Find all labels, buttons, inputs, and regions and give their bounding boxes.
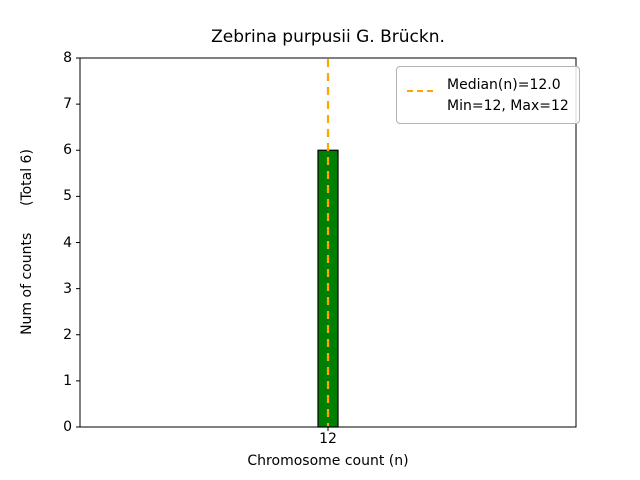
x-tick-label: 12 [319, 431, 337, 447]
y-tick-label: 2 [63, 326, 72, 343]
median-dashed-line-swatch [407, 82, 437, 92]
chart-title: Zebrina purpusii G. Brückn. [211, 27, 445, 47]
legend-entry-minmax: Min=12, Max=12 [407, 95, 569, 116]
legend-median-label: Median(n)=12.0 [447, 76, 561, 93]
y-tick-label: 3 [63, 280, 72, 297]
y-tick-label: 6 [63, 142, 72, 159]
x-axis-label: Chromosome count (n) [247, 453, 409, 469]
y-tick-label: 8 [63, 50, 72, 66]
legend-entry-median: Median(n)=12.0 [407, 74, 569, 95]
legend-minmax-label: Min=12, Max=12 [447, 97, 569, 114]
y-tick-label: 1 [63, 372, 72, 389]
legend-box: Median(n)=12.0 Min=12, Max=12 [396, 66, 580, 124]
y-tick-label: 0 [63, 419, 72, 435]
y-tick-label: 4 [63, 234, 72, 251]
y-tick-label: 7 [63, 96, 72, 113]
y-tick-label: 5 [63, 188, 72, 205]
